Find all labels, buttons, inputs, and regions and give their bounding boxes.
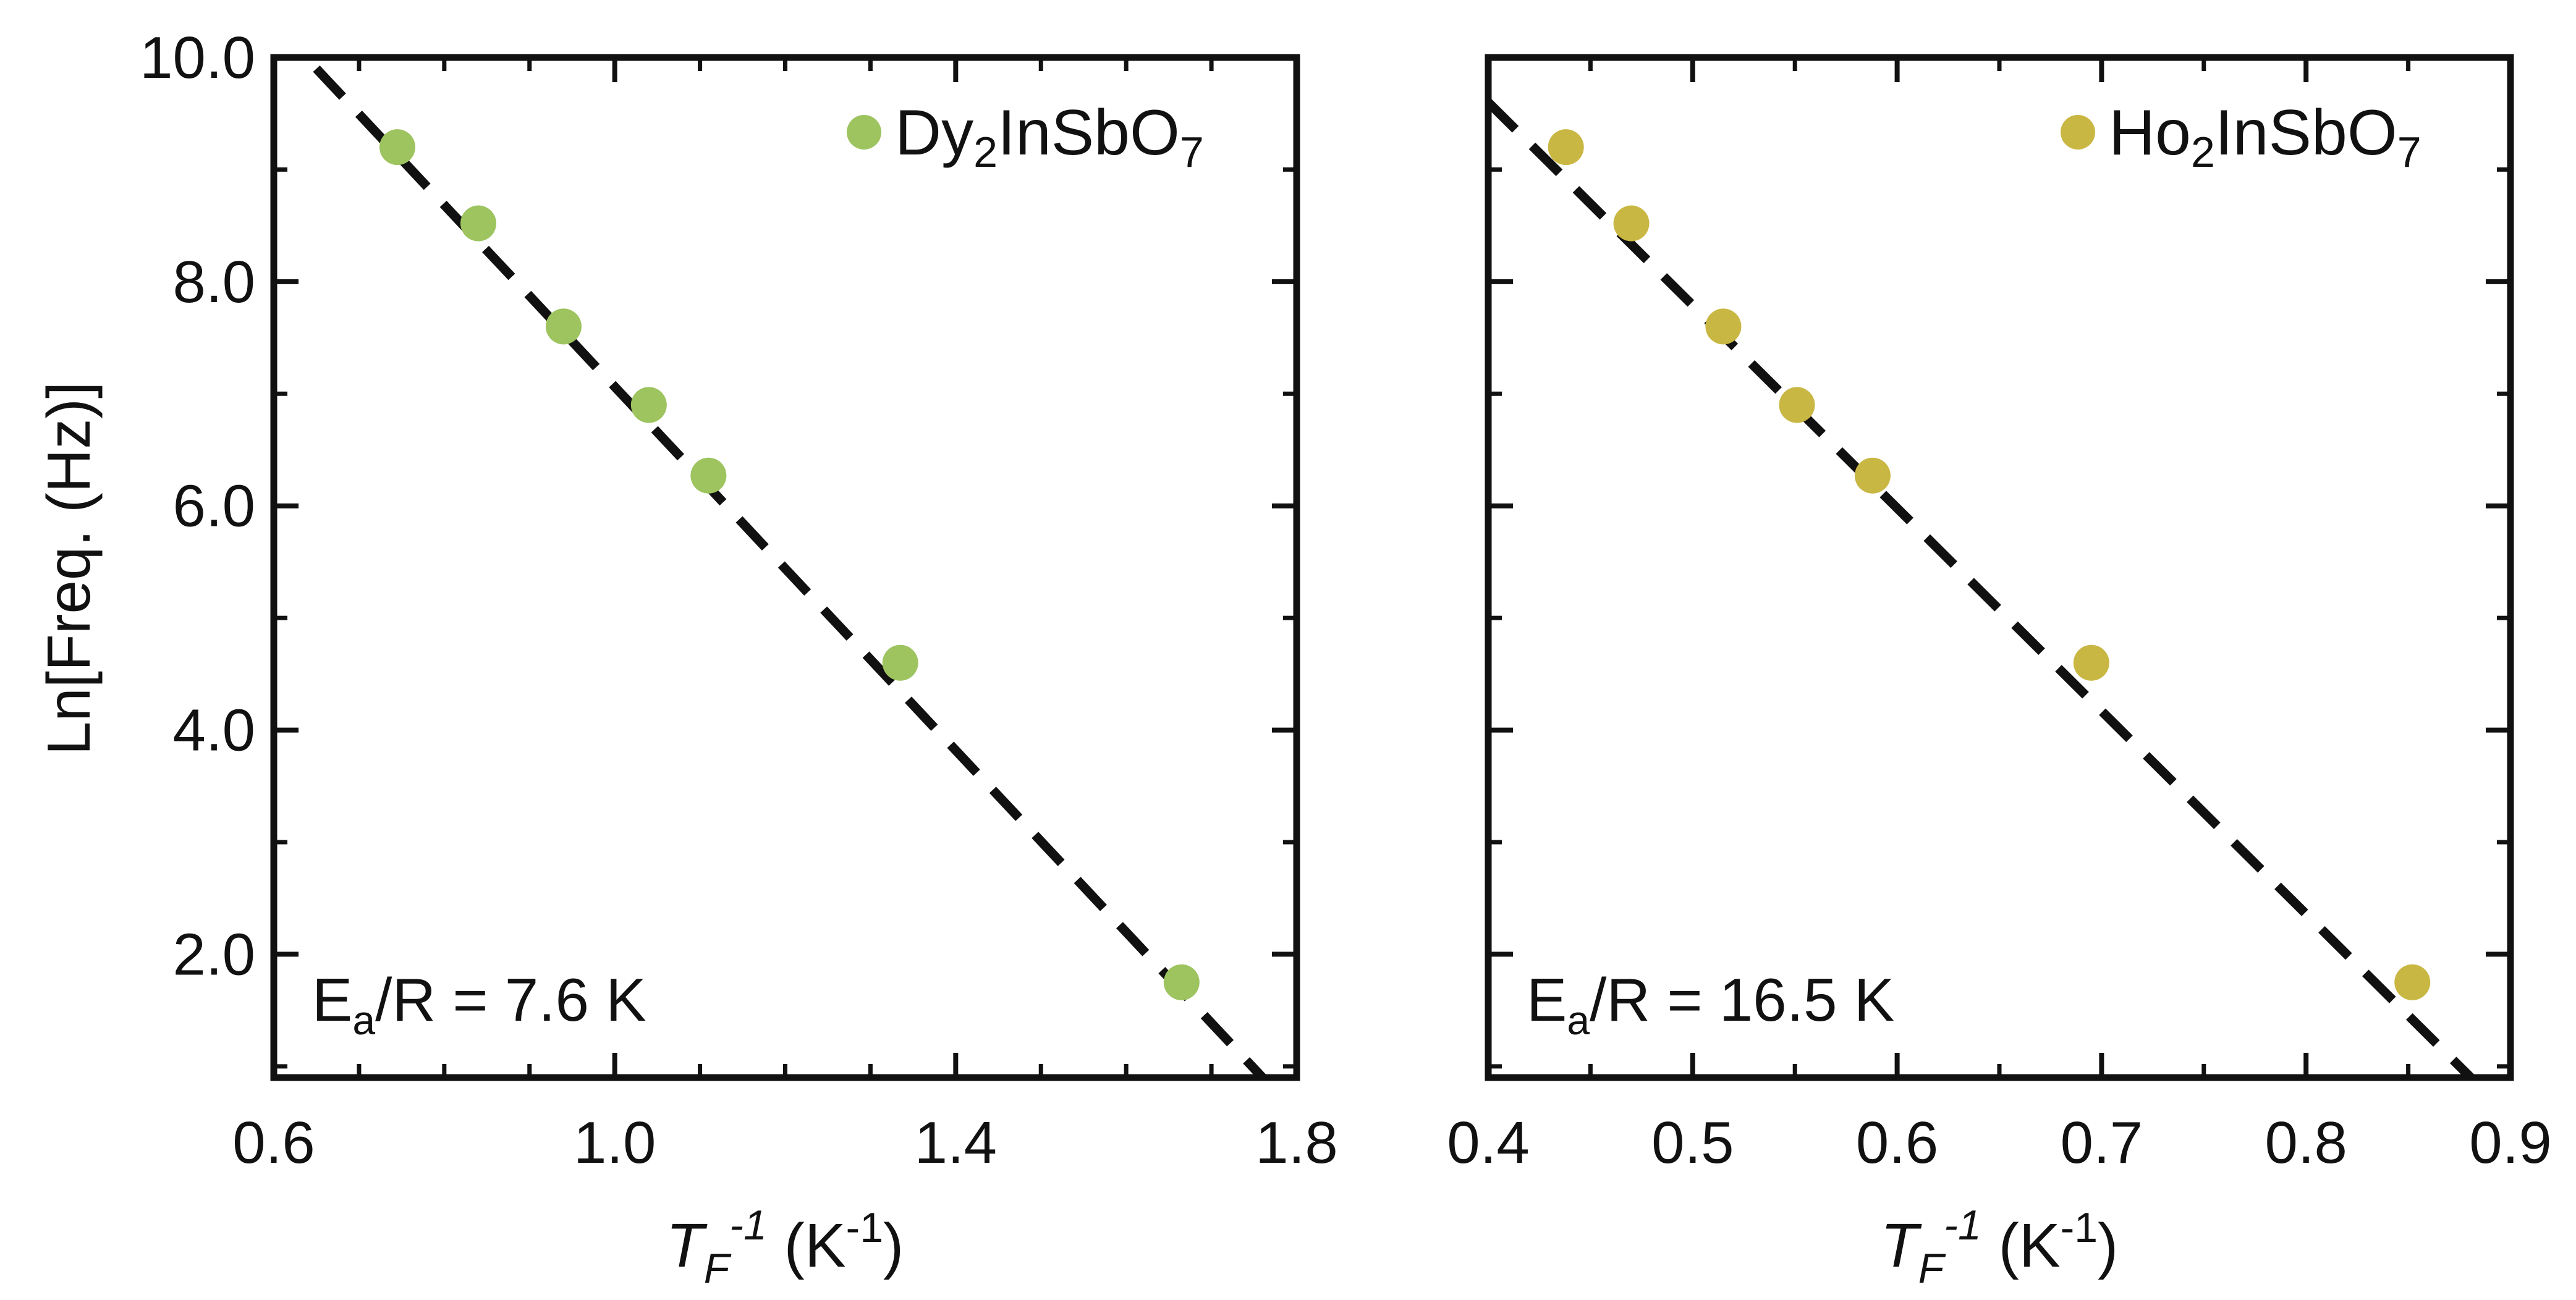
data-point [379,129,415,166]
x-tick-label: 0.8 [2265,1110,2347,1176]
data-point [1779,387,1815,423]
legend-marker [2061,115,2095,150]
data-point [1548,129,1584,166]
plot-frame [270,54,1300,1081]
x-tick-label: 1.0 [574,1110,656,1176]
data-point [2073,644,2109,681]
data-point [545,308,582,345]
data-point [1163,964,1200,1000]
activation-energy-label: Ea/R = 16.5 K [1527,966,1894,1043]
fit-line [313,65,1266,1078]
y-tick-label: 4.0 [173,698,255,764]
y-axis-label: Ln[Freq. (Hz)] [35,382,103,755]
x-axis-label: TF-1 (K-1) [1881,1202,2119,1292]
data-point [1705,308,1742,345]
right-panel: 0.4 0.5 0.6 0.7 0.8 0.9 Ho2InSbO7 Ea/R = 16.5 K [1447,54,2552,1176]
x-tick-label: 0.4 [1447,1110,1529,1176]
data-point [2394,964,2431,1000]
x-tick-label: 0.7 [2061,1110,2143,1176]
data-point [630,387,667,423]
plot-frame [1485,54,2514,1081]
legend-label: Dy2InSbO7 [895,97,1204,176]
x-tick-label: 0.9 [2469,1110,2551,1176]
x-axis-label: TF-1 (K-1) [666,1202,904,1292]
x-tick-label: 0.5 [1651,1110,1734,1176]
data-point [1854,457,1891,494]
legend-label: Ho2InSbO7 [2109,97,2421,176]
x-tick-label: 1.4 [915,1110,997,1176]
x-tick-label: 0.6 [1856,1110,1938,1176]
legend-marker [847,115,881,150]
y-tick-label: 10.0 [140,25,255,91]
y-tick-label: 6.0 [173,473,255,539]
x-tick-label: 0.6 [232,1110,315,1176]
data-point [1613,205,1650,242]
activation-energy-label: Ea/R = 7.6 K [312,966,646,1043]
left-panel: 0.6 1.0 1.4 1.8 2.0 4.0 6.0 8.0 10.0 Dy2InSbO7 Ea/… [140,25,1338,1176]
data-point [460,205,496,242]
x-axis-labels: TF-1 (K-1) TF-1 (K-1) [666,1202,2119,1292]
y-tick-label: 8.0 [173,249,255,315]
x-tick-label: 1.8 [1255,1110,1337,1176]
data-point [690,457,727,494]
y-tick-label: 2.0 [173,921,255,987]
data-point [882,644,918,681]
fit-line [1488,99,2475,1078]
